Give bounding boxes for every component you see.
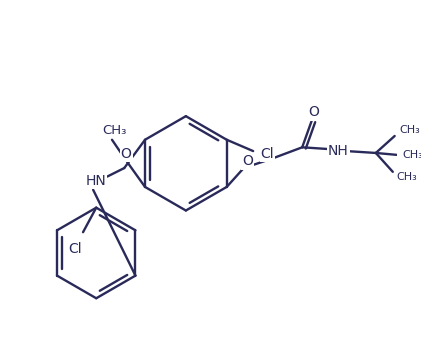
Text: CH₃: CH₃ (400, 125, 420, 135)
Text: O: O (242, 154, 253, 168)
Text: CH₃: CH₃ (402, 150, 421, 160)
Text: Cl: Cl (69, 242, 82, 256)
Text: O: O (121, 147, 132, 161)
Text: NH: NH (328, 144, 349, 158)
Text: Cl: Cl (261, 147, 274, 161)
Text: HN: HN (85, 174, 107, 188)
Text: O: O (308, 105, 319, 119)
Text: CH₃: CH₃ (103, 124, 127, 137)
Text: CH₃: CH₃ (397, 172, 417, 183)
